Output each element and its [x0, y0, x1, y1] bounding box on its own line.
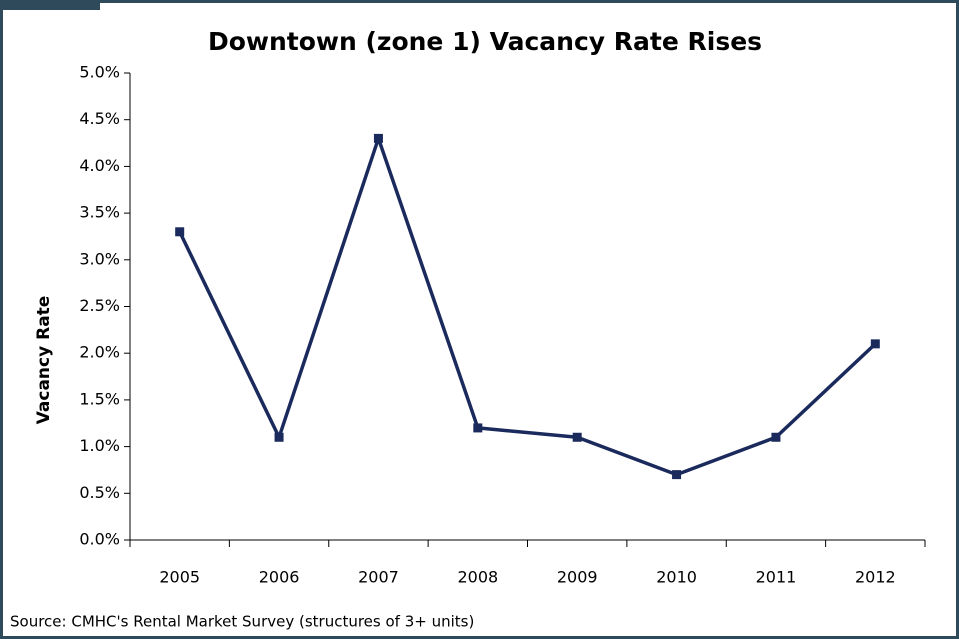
- y-tick-label: 2.0%: [79, 343, 120, 362]
- y-tick-label: 3.5%: [79, 203, 120, 222]
- point-marker: [373, 133, 383, 143]
- point-marker: [870, 339, 880, 349]
- x-tick-label: 2012: [855, 568, 896, 587]
- x-tick-label: 2010: [656, 568, 697, 587]
- x-tick-label: 2007: [358, 568, 399, 587]
- y-tick-label: 3.0%: [79, 249, 120, 268]
- y-tick-label: 5.0%: [79, 63, 120, 82]
- y-tick-label: 0.0%: [79, 530, 120, 549]
- y-tick-label: 0.5%: [79, 483, 120, 502]
- y-tick-label: 1.0%: [79, 436, 120, 455]
- chart-title: Downtown (zone 1) Vacancy Rate Rises: [208, 27, 762, 56]
- y-tick-label: 2.5%: [79, 296, 120, 315]
- point-marker: [771, 432, 781, 442]
- point-marker: [473, 423, 483, 433]
- y-tick-label: 4.0%: [79, 156, 120, 175]
- point-marker: [175, 227, 185, 237]
- y-axis-label: Vacancy Rate: [34, 296, 54, 425]
- corner-tab: [0, 0, 100, 10]
- y-tick-label: 4.5%: [79, 109, 120, 128]
- point-marker: [274, 432, 284, 442]
- x-tick-label: 2011: [756, 568, 797, 587]
- x-tick-label: 2008: [457, 568, 498, 587]
- x-tick-label: 2009: [557, 568, 598, 587]
- x-tick-label: 2006: [259, 568, 300, 587]
- y-tick-label: 1.5%: [79, 389, 120, 408]
- source-note: Source: CMHC's Rental Market Survey (str…: [10, 613, 474, 631]
- x-tick-label: 2005: [159, 568, 200, 587]
- series-line: [178, 136, 877, 477]
- point-marker: [572, 432, 582, 442]
- point-marker: [672, 470, 682, 480]
